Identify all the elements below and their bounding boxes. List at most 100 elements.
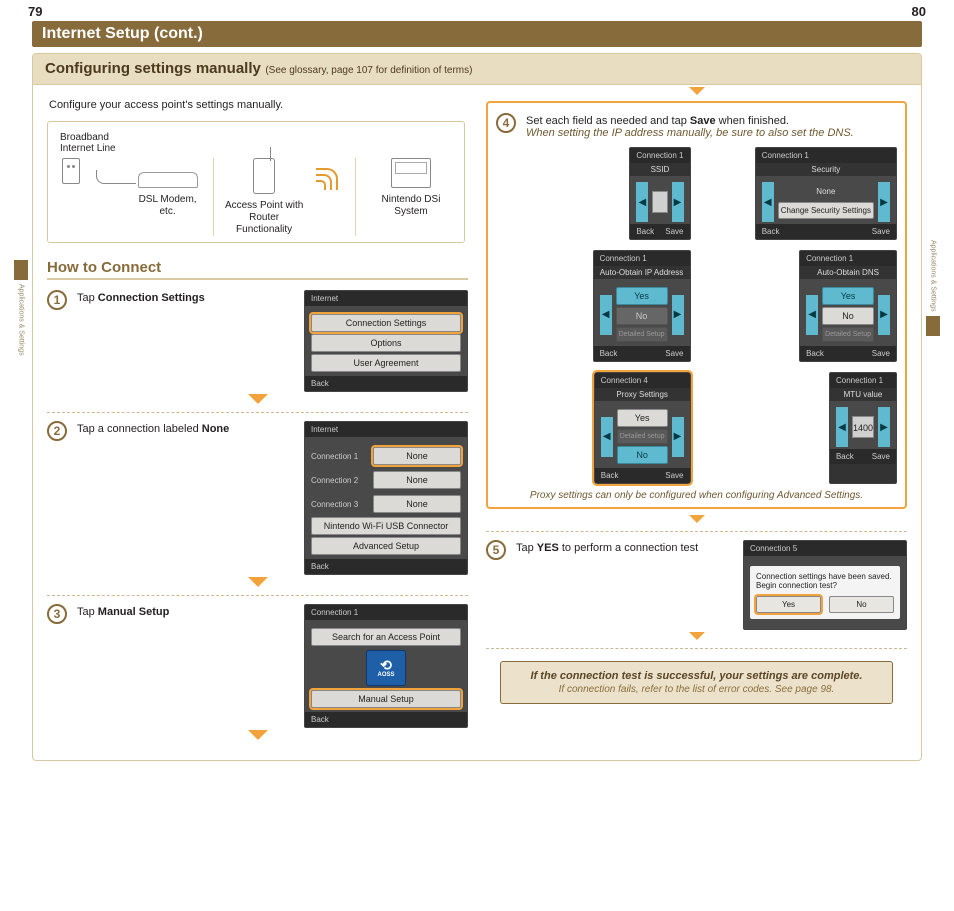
btn-options[interactable]: Options — [311, 334, 461, 352]
modem-label: DSL Modem, etc. — [133, 194, 203, 218]
subheading-title: Configuring settings manually — [45, 60, 261, 77]
arrow-right-button[interactable]: ▶ — [878, 407, 890, 447]
step-4-container: 4 Set each field as needed and tap Save … — [486, 101, 907, 509]
test-no-button[interactable]: No — [829, 596, 894, 613]
arrow-down-icon — [248, 730, 268, 740]
connection-test-dialog: Connection settings have been saved. Beg… — [750, 566, 900, 619]
step-3: 3 Tap Manual Setup Connection 1 Search f… — [47, 604, 468, 728]
dashed-separator — [47, 412, 468, 413]
arrow-left-button[interactable]: ◀ — [806, 295, 818, 335]
aoss-button[interactable]: ⟲AOSS — [366, 650, 406, 686]
arrow-down-icon — [248, 394, 268, 404]
btn-search-ap[interactable]: Search for an Access Point — [311, 628, 461, 646]
step-1: 1 Tap Connection Settings Internet Conne… — [47, 290, 468, 392]
dashed-separator — [486, 531, 907, 532]
ssid-input[interactable] — [652, 191, 667, 213]
screenshot-internet-menu: Internet Connection Settings Options Use… — [304, 290, 468, 392]
arrow-down-icon — [689, 87, 705, 95]
screenshot-connection-list: Internet Connection 1None Connection 2No… — [304, 421, 468, 575]
wire-icon — [96, 170, 136, 184]
step-1-text: Tap Connection Settings — [77, 290, 205, 304]
arrow-left-button[interactable]: ◀ — [762, 182, 774, 222]
ip-yes-button[interactable]: Yes — [616, 287, 668, 305]
page-num-left: 79 — [28, 4, 42, 19]
dns-yes-button[interactable]: Yes — [822, 287, 874, 305]
router-icon — [253, 158, 275, 194]
conn-3-button[interactable]: None — [373, 495, 461, 513]
dashed-separator — [47, 595, 468, 596]
arrow-down-icon — [689, 515, 705, 523]
btn-manual-setup[interactable]: Manual Setup — [311, 690, 461, 708]
btn-advanced-setup[interactable]: Advanced Setup — [311, 537, 461, 555]
step-2-text: Tap a connection labeled None — [77, 421, 229, 435]
step-5: 5 Tap YES to perform a connection test C… — [486, 540, 907, 630]
outlet-icon — [62, 158, 80, 184]
arrow-down-icon — [689, 632, 705, 640]
dns-no-button[interactable]: No — [822, 307, 874, 325]
step-3-num: 3 — [47, 604, 67, 624]
step-2: 2 Tap a connection labeled None Internet… — [47, 421, 468, 575]
step-2-num: 2 — [47, 421, 67, 441]
content-panel: Configuring settings manually (See gloss… — [32, 53, 922, 761]
final-result-box: If the connection test is successful, yo… — [500, 661, 893, 704]
arrow-down-icon — [248, 577, 268, 587]
side-tab-right: Applications & Settings — [926, 240, 940, 336]
screenshot-mtu: Connection 1 MTU value ◀ 1400 ▶ BackSave — [829, 372, 897, 484]
step-4-text: Set each field as needed and tap Save wh… — [526, 113, 854, 139]
ip-detailed-button[interactable]: Detailed Setup — [616, 327, 668, 342]
side-tab-left: Applications & Settings — [14, 260, 28, 356]
dashed-separator — [486, 648, 907, 649]
conn-1-button[interactable]: None — [373, 447, 461, 465]
test-yes-button[interactable]: Yes — [756, 596, 821, 613]
screenshot-dns: Connection 1 Auto-Obtain DNS ◀ Yes No De… — [799, 250, 897, 362]
btn-usb-connector[interactable]: Nintendo Wi-Fi USB Connector — [311, 517, 461, 535]
dsi-icon — [391, 158, 431, 188]
conn-2-button[interactable]: None — [373, 471, 461, 489]
step-4-num: 4 — [496, 113, 516, 133]
btn-change-security[interactable]: Change Security Settings — [778, 202, 874, 219]
arrow-left-button[interactable]: ◀ — [836, 407, 848, 447]
arrow-left-button[interactable]: ◀ — [636, 182, 648, 222]
broadband-label: Broadband Internet Line — [60, 132, 456, 154]
screenshot-ssid: Connection 1 SSID ◀ ▶ BackSave — [629, 147, 690, 240]
btn-connection-settings[interactable]: Connection Settings — [311, 314, 461, 332]
step-5-num: 5 — [486, 540, 506, 560]
final-line-1: If the connection test is successful, yo… — [513, 670, 880, 682]
mtu-value-field[interactable]: 1400 — [852, 416, 874, 438]
ap-label: Access Point with Router Functionality — [224, 200, 304, 236]
screenshot-ip: Connection 1 Auto-Obtain IP Address ◀ Ye… — [593, 250, 691, 362]
screenshot-proxy: Connection 4 Proxy Settings ◀ Yes Detail… — [594, 372, 691, 484]
screenshot-manual-setup: Connection 1 Search for an Access Point … — [304, 604, 468, 728]
subheading-note: (See glossary, page 107 for definition o… — [265, 65, 472, 76]
dsi-label: Nintendo DSi System — [366, 194, 456, 218]
subheading-bar: Configuring settings manually (See gloss… — [33, 54, 921, 85]
arrow-right-button[interactable]: ▶ — [878, 182, 890, 222]
dns-detailed-button[interactable]: Detailed Setup — [822, 327, 874, 342]
proxy-no-button[interactable]: No — [617, 446, 668, 464]
arrow-right-button[interactable]: ▶ — [672, 295, 684, 335]
step-1-num: 1 — [47, 290, 67, 310]
final-line-2: If connection fails, refer to the list o… — [513, 684, 880, 695]
intro-text: Configure your access point's settings m… — [49, 99, 468, 111]
arrow-right-button[interactable]: ▶ — [672, 417, 684, 457]
title-bar: Internet Setup (cont.) — [32, 21, 922, 47]
step-3-text: Tap Manual Setup — [77, 604, 169, 618]
arrow-right-button[interactable]: ▶ — [878, 295, 890, 335]
proxy-note: Proxy settings can only be configured wh… — [496, 490, 897, 501]
btn-user-agreement[interactable]: User Agreement — [311, 354, 461, 372]
page-numbers: 79 80 — [0, 0, 954, 21]
arrow-left-button[interactable]: ◀ — [600, 295, 612, 335]
screenshot-security: Connection 1 Security ◀ None Change Secu… — [755, 147, 897, 240]
modem-icon — [138, 172, 198, 188]
network-diagram: Broadband Internet Line DSL Modem, etc. … — [47, 121, 465, 243]
ip-no-button[interactable]: No — [616, 307, 668, 325]
step-5-text: Tap YES to perform a connection test — [516, 540, 698, 554]
proxy-yes-button[interactable]: Yes — [617, 409, 668, 427]
screenshot-connection-test: Connection 5 Connection settings have be… — [743, 540, 907, 630]
how-to-connect-heading: How to Connect — [47, 257, 468, 280]
arrow-right-button[interactable]: ▶ — [672, 182, 684, 222]
wifi-icon — [316, 164, 342, 190]
page-num-right: 80 — [912, 4, 926, 19]
arrow-left-button[interactable]: ◀ — [601, 417, 613, 457]
proxy-detailed-button[interactable]: Detailed setup — [617, 429, 668, 444]
